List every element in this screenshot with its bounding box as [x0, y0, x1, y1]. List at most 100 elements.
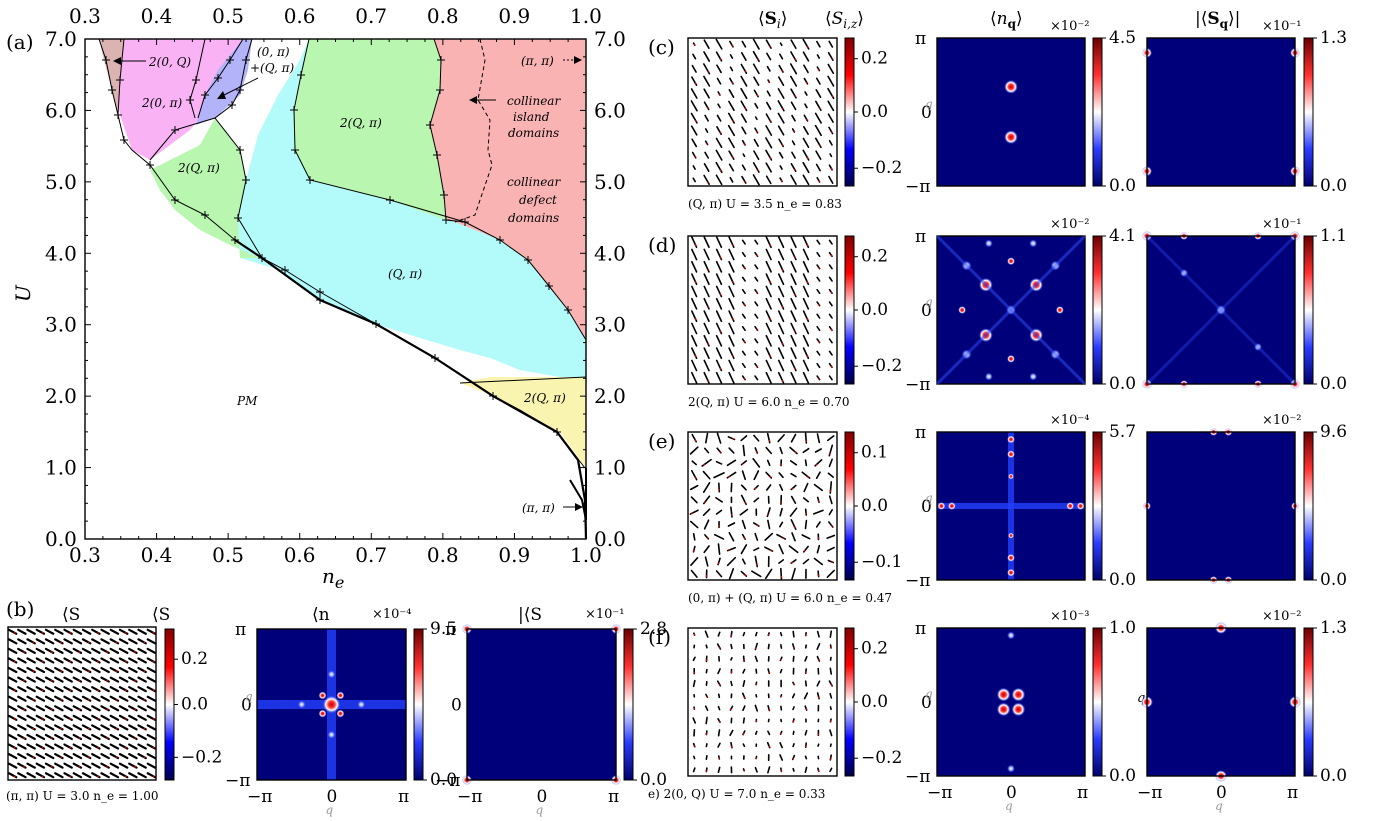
scale-density-f: ×10⁻³ [1050, 609, 1090, 624]
region-2q-pi-mid [294, 39, 446, 220]
peak [1007, 553, 1015, 562]
label-pi-pi-bottom: (π, π) [522, 501, 555, 515]
x-tick-bottom: 1.0 [570, 543, 602, 567]
caption-e: (0, π) + (Q, π) U = 6.0 n_e = 0.47 [688, 591, 892, 605]
colorbar-tick: 0.0 [1109, 374, 1136, 394]
x-tick-bottom: 0.8 [427, 543, 459, 567]
peak [1076, 502, 1085, 510]
panel-d: (d) 0.2 0.0 −0.2 2(Q, π) U = 6.0 n_e = 0.70 π… [648, 217, 1347, 409]
label-q-pi: (Q, π) [388, 267, 422, 281]
colorbar [1303, 627, 1314, 777]
colorbar-tick: 1.1 [1320, 226, 1347, 246]
panel-f: (f) 0.2 0.0 −0.2 e) 2(0, Q) U = 7.0 n_e = 0.… [648, 609, 1347, 813]
scale-density-e: ×10⁻⁴ [1050, 413, 1090, 428]
colorbar [413, 628, 424, 781]
qy-label: q [925, 687, 933, 701]
label-island-1: collinear [507, 94, 561, 108]
colorbar [1303, 431, 1314, 581]
colorbar-tick: 0.0 [640, 770, 667, 790]
label-defect-2: defect [519, 193, 557, 207]
qy-label: q [245, 690, 253, 704]
peak [958, 306, 967, 314]
colorbar-tick: 1.0 [1109, 618, 1136, 638]
svg-text:−π: −π [905, 177, 930, 197]
peak [1004, 79, 1018, 94]
svg-text:π: π [608, 787, 619, 807]
colorbar-tick: −0.1 [861, 552, 902, 572]
header-spin-z: ⟨Si,z⟩ [825, 9, 864, 31]
svg-text:q: q [1215, 799, 1223, 813]
x-tick-top: 0.7 [355, 4, 387, 28]
svg-text:q: q [1137, 691, 1145, 706]
svg-text:0: 0 [451, 696, 462, 716]
colorbar [1092, 235, 1103, 385]
peak [336, 691, 345, 700]
colorbar-tick: 0.0 [1109, 766, 1136, 786]
colorbar-tick: 2.8 [640, 619, 667, 639]
colorbar-tick: 1.3 [1320, 618, 1347, 638]
colorbar-tick: −0.2 [861, 748, 902, 768]
x-tick-bottom: 0.7 [355, 543, 387, 567]
right-panels: (c) 0.2 0.0 −0.2 (Q, π) U = 3.5 n_e = 0.83 π 0… [648, 19, 1347, 813]
svg-text:π: π [235, 620, 246, 640]
colorbar-tick: 0.0 [861, 300, 888, 320]
svg-text:⟨S: ⟨S [62, 605, 80, 625]
peak [1007, 435, 1015, 444]
label-2-0-q: 2(0, Q) [148, 55, 191, 69]
label-defect-1: collinear [507, 175, 561, 189]
y-tick-left: 6.0 [45, 98, 77, 122]
heatmap-bg [1147, 628, 1295, 776]
colorbar [1092, 431, 1103, 581]
label-2q-pi-left: 2(Q, π) [177, 161, 220, 175]
caption-d: 2(Q, π) U = 6.0 n_e = 0.70 [688, 395, 850, 409]
x-tick-bottom: 0.3 [69, 543, 101, 567]
colorbar-tick: 9.6 [1320, 422, 1347, 442]
label-zero-pi-1: (0, π) [257, 45, 290, 59]
scale-spinq-e: ×10⁻² [1262, 413, 1302, 428]
peak [996, 702, 1011, 717]
y-tick-right: 1.0 [594, 456, 626, 480]
spin-texture [687, 37, 838, 187]
heatmap-bg [937, 38, 1085, 186]
svg-text:π: π [915, 227, 926, 247]
svg-text:0: 0 [1006, 783, 1017, 803]
panel-b: ⟨S ⟨S 0.2 0.0 −0.2 (π, π) U = 3.0 n_e = 1.00 ⟨… [6, 605, 667, 817]
y-tick-left: 7.0 [45, 27, 77, 51]
qy-label: q [925, 295, 933, 309]
y-tick-left: 5.0 [45, 170, 77, 194]
qx-label: q [1005, 799, 1013, 813]
peak [318, 691, 327, 700]
heatmap-bg [467, 629, 616, 780]
peak [1007, 568, 1015, 577]
peak [1066, 502, 1075, 510]
peak [947, 502, 956, 510]
ylabel-u: U [11, 284, 35, 302]
panel-e: (e) 0.1 0.0 −0.1 (0, π) + (Q, π) U = 6.0 n_e… [648, 413, 1347, 605]
label-island-2: island [513, 110, 550, 124]
y-tick-right: 5.0 [594, 170, 626, 194]
colorbar-tick: 4.5 [1109, 28, 1136, 48]
svg-text:−π: −π [927, 783, 952, 803]
x-tick-top: 0.3 [69, 4, 101, 28]
y-tick-right: 2.0 [594, 384, 626, 408]
colorbar-tick: 0.0 [1320, 766, 1347, 786]
peak [1007, 257, 1015, 266]
x-tick-top: 0.4 [141, 4, 173, 28]
peak [1007, 450, 1015, 459]
peak [336, 709, 345, 718]
colorbar [1303, 235, 1314, 385]
peak [1008, 473, 1014, 480]
y-tick-right: 3.0 [594, 313, 626, 337]
y-tick-left: 4.0 [45, 241, 77, 265]
svg-text:π: π [915, 619, 926, 639]
x-tick-top: 0.9 [498, 4, 530, 28]
svg-text:0: 0 [241, 696, 252, 716]
colorbar-tick: 1.3 [1320, 28, 1347, 48]
svg-text:−π: −π [1137, 783, 1162, 803]
label-2-0-pi: 2(0, π) [141, 96, 182, 110]
svg-text:⟨S: ⟨S [152, 605, 170, 625]
colorbar [1303, 37, 1314, 187]
xlabel-ne: ne [322, 564, 344, 592]
qx-label: q [326, 803, 334, 817]
x-tick-bottom: 0.9 [498, 543, 530, 567]
